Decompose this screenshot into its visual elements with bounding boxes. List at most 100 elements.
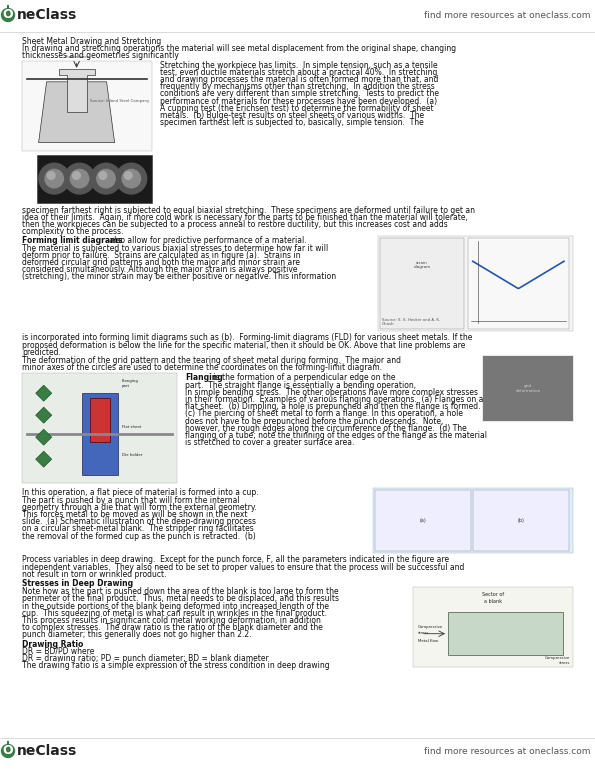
Circle shape	[116, 163, 146, 194]
Text: considered simultaneously. Although the major strain is always positive: considered simultaneously. Although the …	[22, 265, 298, 274]
Text: performance of materials for these processes have been developed.  (a): performance of materials for these proce…	[160, 96, 437, 105]
Text: frequently by mechanisms other than stretching.  In addition the stress: frequently by mechanisms other than stre…	[160, 82, 435, 91]
Polygon shape	[58, 69, 95, 112]
Text: (stretching), the minor strain may be either positive or negative. This informat: (stretching), the minor strain may be ei…	[22, 273, 336, 281]
Text: part.  The straight flange is essentially a bending operation,: part. The straight flange is essentially…	[185, 380, 416, 390]
Text: A cupping test (the Erichsen test) to determine the formability of sheet: A cupping test (the Erichsen test) to de…	[160, 104, 434, 112]
Text: and drawing processes the material is often formed more than that, and: and drawing processes the material is of…	[160, 75, 439, 84]
FancyBboxPatch shape	[82, 393, 117, 475]
Text: is stretched to cover a greater surface area.: is stretched to cover a greater surface …	[185, 438, 355, 447]
Text: neClass: neClass	[17, 8, 77, 22]
Polygon shape	[36, 429, 52, 445]
Text: specimen farthest left is subjected to, basically, simple tension.  The: specimen farthest left is subjected to, …	[160, 119, 424, 127]
Text: to complex stresses.  The draw ratio is the ratio of the blank diameter and the: to complex stresses. The draw ratio is t…	[22, 623, 323, 632]
Circle shape	[39, 163, 70, 194]
Text: flanging of a tube; note the thinning of the edges of the flange as the material: flanging of a tube; note the thinning of…	[185, 431, 487, 440]
Text: Metal flow: Metal flow	[418, 638, 438, 643]
FancyBboxPatch shape	[89, 398, 109, 443]
Circle shape	[45, 169, 64, 188]
FancyBboxPatch shape	[375, 490, 471, 551]
Text: The part is pushed by a punch that will form the internal: The part is pushed by a punch that will …	[22, 496, 240, 504]
FancyBboxPatch shape	[483, 356, 573, 421]
Text: (c) The piercing of sheet metal to form a flange. In this operation, a hole: (c) The piercing of sheet metal to form …	[185, 410, 463, 418]
Text: This forces metal to be moved as will be shown in the next: This forces metal to be moved as will be…	[22, 510, 248, 519]
Text: DR = drawing ratio; PD = punch diameter; BD = blank diameter: DR = drawing ratio; PD = punch diameter;…	[22, 654, 269, 663]
Text: deformed circular grid patterns and both the major and minor strain are: deformed circular grid patterns and both…	[22, 258, 300, 267]
Text: Sector of: Sector of	[482, 592, 504, 598]
Circle shape	[70, 169, 89, 188]
Text: the removal of the formed cup as the punch is retracted.  (b): the removal of the formed cup as the pun…	[22, 531, 256, 541]
Circle shape	[64, 163, 95, 194]
Text: predicted.: predicted.	[22, 348, 61, 357]
Text: Source: Inland Steel Company: Source: Inland Steel Company	[90, 99, 149, 103]
Text: is incorporated into forming limit diagrams such as (b).  Forming-limit diagrams: is incorporated into forming limit diagr…	[22, 333, 472, 343]
Text: minor axes of the circles are used to determine the coordinates on the forming-l: minor axes of the circles are used to de…	[22, 363, 382, 372]
Text: complexity to the process.: complexity to the process.	[22, 227, 123, 236]
Text: (a): (a)	[419, 518, 427, 524]
Circle shape	[90, 163, 121, 194]
Text: cup.  This squeezing of metal is what can result in wrinkles in the final produc: cup. This squeezing of metal is what can…	[22, 609, 327, 618]
Text: stress: stress	[418, 631, 430, 634]
Text: Drawing Ratio: Drawing Ratio	[22, 640, 83, 648]
Polygon shape	[36, 451, 52, 467]
Circle shape	[124, 172, 132, 179]
Text: in their formation.  Examples of various flanging operations.  (a) Flanges on a: in their formation. Examples of various …	[185, 395, 483, 404]
Text: Stretching the workpiece has limits.  In simple tension, such as a tensile: Stretching the workpiece has limits. In …	[160, 61, 438, 69]
Text: however, the rough edges along the circumference of the flange.  (d) The: however, the rough edges along the circu…	[185, 424, 466, 433]
Text: does not have to be prepunched before the punch descends.  Note,: does not have to be prepunched before th…	[185, 417, 443, 426]
Text: stress: stress	[559, 661, 570, 665]
Text: Flanging
part: Flanging part	[121, 379, 139, 387]
Polygon shape	[36, 385, 52, 401]
Polygon shape	[36, 407, 52, 424]
Text: test, even ductile materials stretch about a practical 40%.  In stretching: test, even ductile materials stretch abo…	[160, 68, 437, 77]
Text: a blank: a blank	[484, 599, 502, 604]
Text: deform prior to failure.  Strains are calculated as in figure (a).  Strains in: deform prior to failure. Strains are cal…	[22, 251, 300, 259]
Text: Source: S. S. Hecker and A. K.
Ghosh: Source: S. S. Hecker and A. K. Ghosh	[382, 318, 440, 326]
Text: grid
deformation: grid deformation	[515, 384, 541, 393]
Circle shape	[73, 172, 80, 179]
Text: is the formation of a perpendicular edge on the: is the formation of a perpendicular edge…	[211, 373, 396, 383]
Text: neClass: neClass	[17, 744, 77, 758]
Text: The material is subjected to various biaxial stresses to determine how far it wi: The material is subjected to various bia…	[22, 243, 328, 253]
Text: O: O	[3, 745, 13, 758]
FancyBboxPatch shape	[380, 239, 464, 330]
Circle shape	[2, 745, 14, 758]
Text: punch diameter; this generally does not go higher than 2.2.: punch diameter; this generally does not …	[22, 631, 252, 639]
Text: metals.  (b) Bulge-test results on steel sheets of various widths.  The: metals. (b) Bulge-test results on steel …	[160, 111, 424, 120]
FancyBboxPatch shape	[378, 236, 573, 331]
Text: O: O	[3, 8, 13, 22]
Text: find more resources at oneclass.com: find more resources at oneclass.com	[424, 11, 590, 19]
FancyBboxPatch shape	[22, 373, 177, 484]
Text: (b): (b)	[518, 518, 524, 524]
Text: Flat sheet: Flat sheet	[121, 425, 141, 430]
Text: find more resources at oneclass.com: find more resources at oneclass.com	[424, 746, 590, 755]
Text: Compressive: Compressive	[545, 656, 570, 660]
Circle shape	[122, 169, 140, 188]
Text: Process variables in deep drawing.  Except for the punch force, F, all the param: Process variables in deep drawing. Excep…	[22, 555, 449, 564]
FancyBboxPatch shape	[413, 588, 573, 667]
Polygon shape	[39, 82, 115, 142]
Text: also allow for predictive performance of a material.: also allow for predictive performance of…	[107, 236, 306, 246]
Text: flat sheet.  (b) Dimpling, a hole is prepunched and then the flange is formed.: flat sheet. (b) Dimpling, a hole is prep…	[185, 402, 481, 411]
Text: perimeter of the final product.  Thus, metal needs to be displaced, and this res: perimeter of the final product. Thus, me…	[22, 594, 339, 604]
Circle shape	[99, 172, 107, 179]
Text: The deformation of the grid pattern and the tearing of sheet metal during formin: The deformation of the grid pattern and …	[22, 356, 401, 365]
Circle shape	[2, 8, 14, 22]
Text: Compressive: Compressive	[418, 624, 443, 628]
FancyBboxPatch shape	[473, 490, 569, 551]
Text: proposed deformation is below the line for the specific material, then it should: proposed deformation is below the line f…	[22, 340, 465, 350]
Text: In this operation, a flat piece of material is formed into a cup.: In this operation, a flat piece of mater…	[22, 488, 259, 497]
Polygon shape	[448, 612, 563, 655]
Text: Sheet Metal Drawing and Stretching: Sheet Metal Drawing and Stretching	[22, 37, 161, 46]
Text: The drawing ratio is a simple expression of the stress condition in deep drawing: The drawing ratio is a simple expression…	[22, 661, 330, 670]
Text: not result in torn or wrinkled product.: not result in torn or wrinkled product.	[22, 570, 167, 579]
Text: In drawing and stretching operations the material will see metal displacement fr: In drawing and stretching operations the…	[22, 44, 456, 53]
Text: strain
diagram: strain diagram	[414, 260, 431, 269]
Text: then the workpieces can be subjected to a process anneal to restore ductility, b: then the workpieces can be subjected to …	[22, 220, 448, 229]
Text: Punch force: Punch force	[64, 55, 89, 59]
Circle shape	[48, 172, 55, 179]
Text: conditions are very different than simple stretching.  Tests to predict the: conditions are very different than simpl…	[160, 89, 439, 99]
Text: in the outside portions of the blank being deformed into increased length of the: in the outside portions of the blank bei…	[22, 601, 329, 611]
Text: thicknesses and geometries significantly: thicknesses and geometries significantly	[22, 52, 179, 60]
FancyBboxPatch shape	[22, 61, 152, 151]
